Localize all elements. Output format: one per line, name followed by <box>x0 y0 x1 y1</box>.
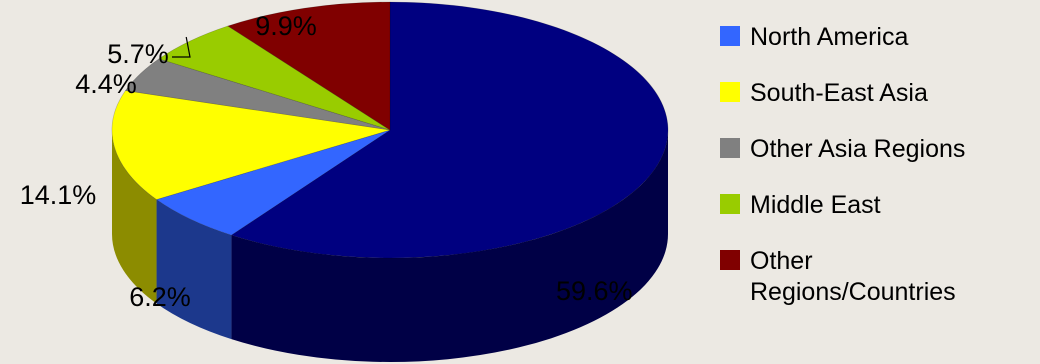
slice-unlabeled <box>230 1 669 259</box>
data-label-south-east-asia: 14.1% <box>20 180 97 210</box>
data-label-north-america: 6.2% <box>129 282 191 312</box>
legend-swatch-south-east-asia <box>720 82 740 102</box>
data-label-other-regions-countries: 9.9% <box>255 11 317 41</box>
legend-swatch-other-regions-countries <box>720 250 740 270</box>
legend-swatch-north-america <box>720 26 740 46</box>
slice-side-north-america <box>156 199 232 340</box>
legend-label-other-regions-countries: Other Regions/Countries <box>750 247 956 306</box>
slice-side-south-east-asia <box>112 130 157 304</box>
pie-slices <box>111 1 669 362</box>
legend: North America South-East Asia Other Asia R… <box>720 23 965 306</box>
slice-side-unlabeled <box>231 130 669 362</box>
data-label-other-asia-regions: 4.4% <box>75 69 137 99</box>
slice-middle-east <box>158 25 391 131</box>
pie-labels: 59.6% 6.2% 14.1% 4.4%5.7% 9.9% <box>20 11 633 312</box>
legend-swatch-middle-east <box>720 194 740 214</box>
legend-label-other-asia-regions: Other Asia Regions <box>750 135 965 163</box>
legend-label-middle-east: Middle East <box>750 191 881 219</box>
legend-label-north-america: North America <box>750 23 908 51</box>
slice-south-east-asia <box>111 90 391 200</box>
leader-line-middle-east <box>172 36 191 58</box>
slice-other-asia-regions <box>124 58 391 131</box>
legend-label-south-east-asia: South-East Asia <box>750 79 928 107</box>
data-label-middle-east: 5.7% <box>107 39 169 69</box>
slice-north-america <box>155 129 391 236</box>
slice-other-regions-countries <box>227 1 391 131</box>
data-label-unlabeled: 59.6% <box>556 276 633 306</box>
legend-swatch-other-asia-regions <box>720 138 740 158</box>
